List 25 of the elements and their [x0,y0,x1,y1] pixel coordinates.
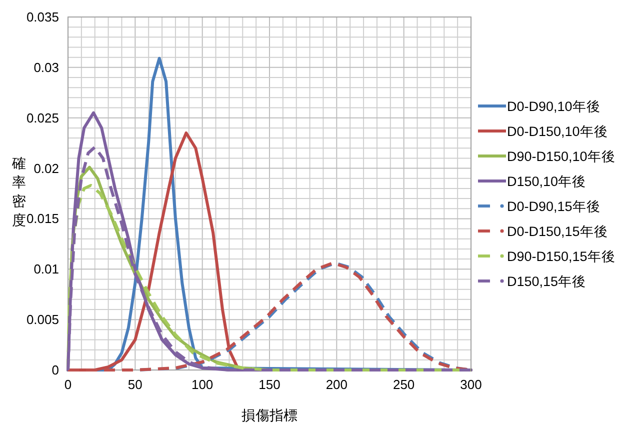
x-tick-label: 100 [191,377,214,392]
legend-label: D150,15年後 [507,274,586,289]
legend-label: D0-D90,15年後 [507,199,600,214]
y-tick-label: 0.005 [26,312,59,328]
y-axis-title: 確率密度 [11,155,26,228]
y-tick-label: 0.035 [26,10,59,24]
y-tick-label: 0.025 [26,110,59,126]
y-tick-label: 0 [52,362,59,378]
x-tick-label: 200 [326,377,348,392]
x-axis-title: 損傷指標 [242,407,298,423]
y-tick-label: 0.015 [26,211,59,226]
x-tick-label: 250 [392,377,415,392]
x-tick-label: 0 [64,377,72,392]
legend-label: D0-D150,15年後 [507,224,608,239]
x-tick-label: 150 [258,377,280,392]
legend-label: D150,10年後 [507,174,586,189]
y-tick-label: 0.03 [34,60,59,75]
y-tick-label: 0.02 [34,160,59,176]
x-tick-label: 50 [128,377,142,392]
legend-label: D90-D150,10年後 [507,149,616,164]
y-tick-label: 0.01 [34,262,59,277]
x-tick-label: 300 [460,377,482,392]
legend-label: D0-D90,10年後 [507,99,600,114]
legend-label: D90-D150,15年後 [507,249,616,264]
legend-label: D0-D150,10年後 [507,124,608,139]
